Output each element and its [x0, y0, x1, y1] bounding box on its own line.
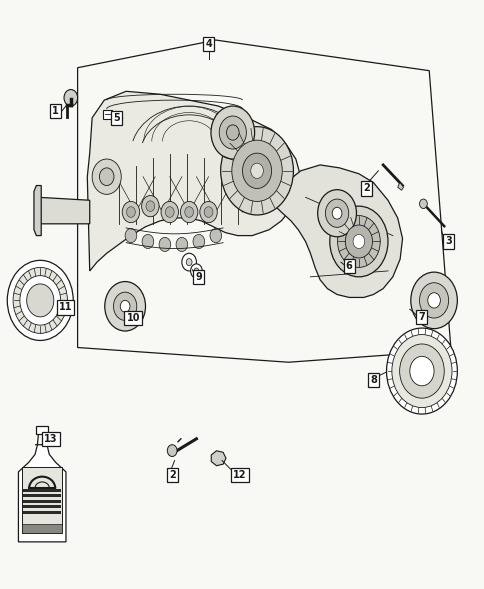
Circle shape [219, 116, 246, 149]
Circle shape [126, 207, 135, 217]
Text: 5: 5 [113, 113, 120, 123]
Circle shape [329, 206, 387, 277]
Text: 2: 2 [362, 184, 369, 193]
Circle shape [226, 125, 239, 140]
Text: 6: 6 [345, 262, 352, 271]
Circle shape [186, 259, 192, 266]
Circle shape [125, 229, 136, 243]
Circle shape [409, 356, 433, 386]
Text: 7: 7 [418, 312, 424, 322]
Polygon shape [18, 445, 66, 542]
Bar [23, 505, 61, 508]
Circle shape [161, 201, 178, 223]
Polygon shape [39, 197, 90, 224]
Bar [22, 524, 62, 533]
Circle shape [231, 140, 282, 201]
Circle shape [105, 282, 145, 331]
Circle shape [122, 201, 139, 223]
Circle shape [180, 201, 197, 223]
Circle shape [193, 234, 204, 249]
Circle shape [20, 276, 60, 325]
Circle shape [142, 234, 153, 249]
Text: 9: 9 [195, 272, 202, 282]
Bar [23, 499, 61, 503]
Circle shape [190, 264, 202, 278]
Circle shape [184, 207, 193, 217]
Circle shape [386, 328, 456, 414]
Circle shape [337, 216, 379, 267]
Bar [23, 511, 61, 514]
Circle shape [427, 293, 439, 308]
Bar [36, 426, 48, 434]
Text: 3: 3 [444, 237, 451, 246]
Text: 1: 1 [52, 106, 59, 115]
Circle shape [352, 234, 364, 249]
Circle shape [146, 201, 154, 211]
Polygon shape [397, 183, 403, 190]
Circle shape [99, 168, 114, 186]
Circle shape [13, 267, 67, 333]
Polygon shape [273, 165, 402, 297]
Bar [23, 489, 61, 492]
Text: 12: 12 [233, 471, 246, 480]
Circle shape [204, 207, 212, 217]
Text: 4: 4 [205, 39, 212, 49]
Circle shape [27, 284, 54, 317]
Circle shape [419, 199, 426, 209]
Polygon shape [34, 186, 41, 236]
Text: 13: 13 [44, 434, 58, 444]
Circle shape [159, 237, 170, 252]
Circle shape [92, 159, 121, 194]
Circle shape [165, 207, 174, 217]
Circle shape [250, 163, 263, 178]
Circle shape [120, 300, 130, 312]
Polygon shape [211, 451, 226, 466]
Circle shape [410, 272, 456, 329]
Bar [103, 110, 111, 119]
Bar [23, 494, 61, 497]
Circle shape [64, 90, 77, 106]
Circle shape [176, 237, 187, 252]
Circle shape [242, 153, 271, 188]
Circle shape [391, 335, 451, 408]
Circle shape [210, 229, 221, 243]
Circle shape [211, 106, 254, 159]
Text: 10: 10 [126, 313, 140, 323]
Text: 11: 11 [59, 303, 72, 312]
Circle shape [325, 199, 348, 227]
Circle shape [220, 127, 293, 215]
Text: 2: 2 [168, 471, 175, 480]
Circle shape [194, 268, 198, 274]
Circle shape [332, 207, 341, 219]
Circle shape [113, 292, 136, 320]
Circle shape [199, 201, 217, 223]
Circle shape [399, 344, 443, 398]
Circle shape [419, 283, 448, 318]
Circle shape [141, 196, 159, 217]
Circle shape [345, 225, 372, 258]
Circle shape [167, 445, 177, 456]
Text: 8: 8 [369, 375, 376, 385]
Polygon shape [87, 91, 300, 271]
Circle shape [182, 253, 196, 271]
Circle shape [317, 190, 356, 237]
Circle shape [7, 260, 73, 340]
Bar [22, 467, 62, 533]
